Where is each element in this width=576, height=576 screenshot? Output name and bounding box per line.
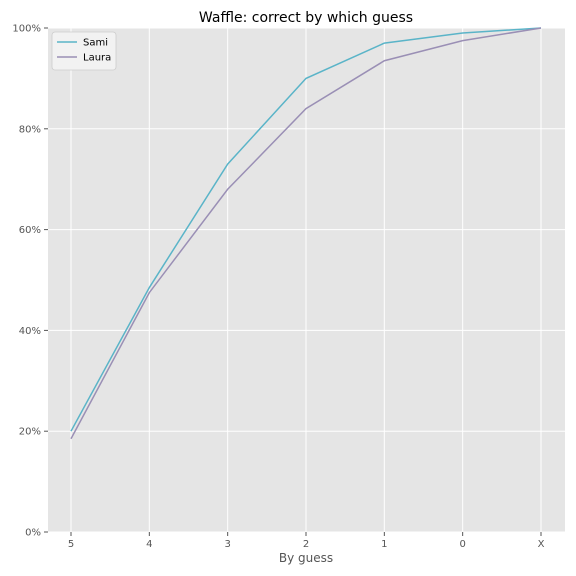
grid-lines <box>48 27 565 533</box>
x-tick-label: 1 <box>381 539 387 550</box>
y-tick-label: 0% <box>25 528 41 539</box>
x-tick-label: X <box>538 539 545 550</box>
x-tick-label: 2 <box>303 539 309 550</box>
y-tick-label: 100% <box>12 24 41 35</box>
y-tick-label: 20% <box>19 427 41 438</box>
y-tick-label: 40% <box>19 326 41 337</box>
y-axis-ticks: 0% 20% 40% 60% 80% 100% <box>12 24 48 539</box>
x-tick-label: 5 <box>68 539 74 550</box>
y-tick-label: 80% <box>19 124 41 135</box>
series-line-sami <box>70 27 542 432</box>
x-axis-label: By guess <box>279 551 333 565</box>
series-line-laura <box>70 27 542 440</box>
series-lines <box>70 27 542 440</box>
x-tick-label: 0 <box>459 539 465 550</box>
x-tick-label: 4 <box>146 539 152 550</box>
legend-label: Laura <box>83 53 111 64</box>
chart-title: Waffle: correct by which guess <box>199 10 413 26</box>
y-tick-label: 60% <box>19 225 41 236</box>
legend-label: Sami <box>83 38 108 49</box>
legend: Sami Laura <box>51 31 117 71</box>
x-tick-label: 3 <box>224 539 230 550</box>
x-axis-ticks: 5 4 3 2 1 0 X <box>68 532 545 550</box>
